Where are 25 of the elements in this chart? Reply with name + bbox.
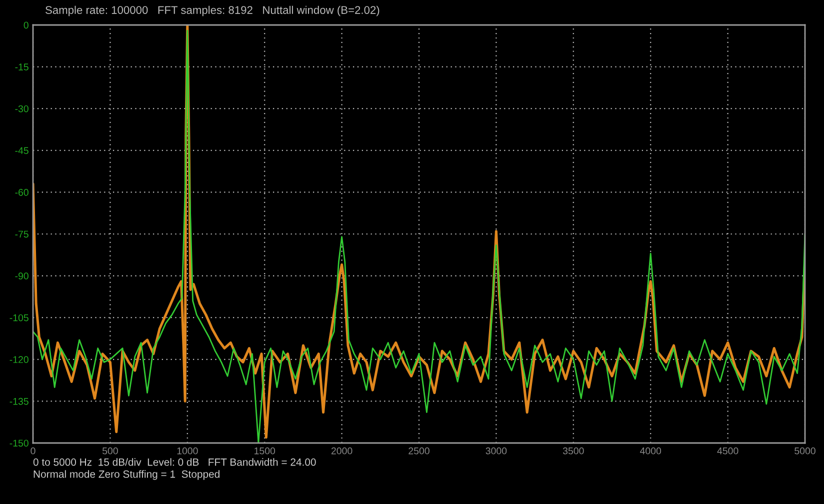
x-tick-label: 5000 bbox=[794, 447, 816, 454]
x-tick-label: 500 bbox=[102, 447, 118, 454]
y-tick-label: -30 bbox=[15, 105, 28, 112]
y-tick-label: -60 bbox=[15, 188, 28, 196]
y-tick-label: -45 bbox=[15, 147, 28, 154]
y-tick-label: 0 bbox=[24, 22, 28, 29]
x-tick-label: 1000 bbox=[177, 447, 198, 454]
x-tick-label: 4500 bbox=[717, 447, 738, 454]
x-tick-label: 4000 bbox=[640, 447, 662, 454]
y-tick-label: -105 bbox=[10, 314, 28, 322]
x-tick-label: 1500 bbox=[254, 447, 276, 454]
text: 0 to 5000 Hz 15 dB/div Level: 0 dB FFT Bandwidth = 24.00 bbox=[33, 458, 316, 466]
x-tick-label: 0 bbox=[30, 447, 36, 454]
y-tick-label: -75 bbox=[15, 230, 28, 238]
y-tick-label: -90 bbox=[15, 272, 28, 280]
text: Normal mode Zero Stuffing = 1 Stopped bbox=[34, 470, 220, 480]
chart-title: Sample rate: 100000 FFT samples: 8192 Nuttall window (B=2.02) bbox=[46, 6, 380, 16]
x-tick-label: 2000 bbox=[331, 447, 352, 454]
x-tick-label: 2500 bbox=[408, 447, 430, 454]
x-tick-label: 3500 bbox=[562, 447, 584, 454]
y-tick-label: -15 bbox=[15, 64, 28, 70]
y-tick-label: -150 bbox=[10, 440, 28, 447]
y-tick-label: -120 bbox=[10, 356, 28, 364]
x-tick-label: 3000 bbox=[486, 447, 507, 454]
y-tick-label: -135 bbox=[10, 398, 28, 405]
